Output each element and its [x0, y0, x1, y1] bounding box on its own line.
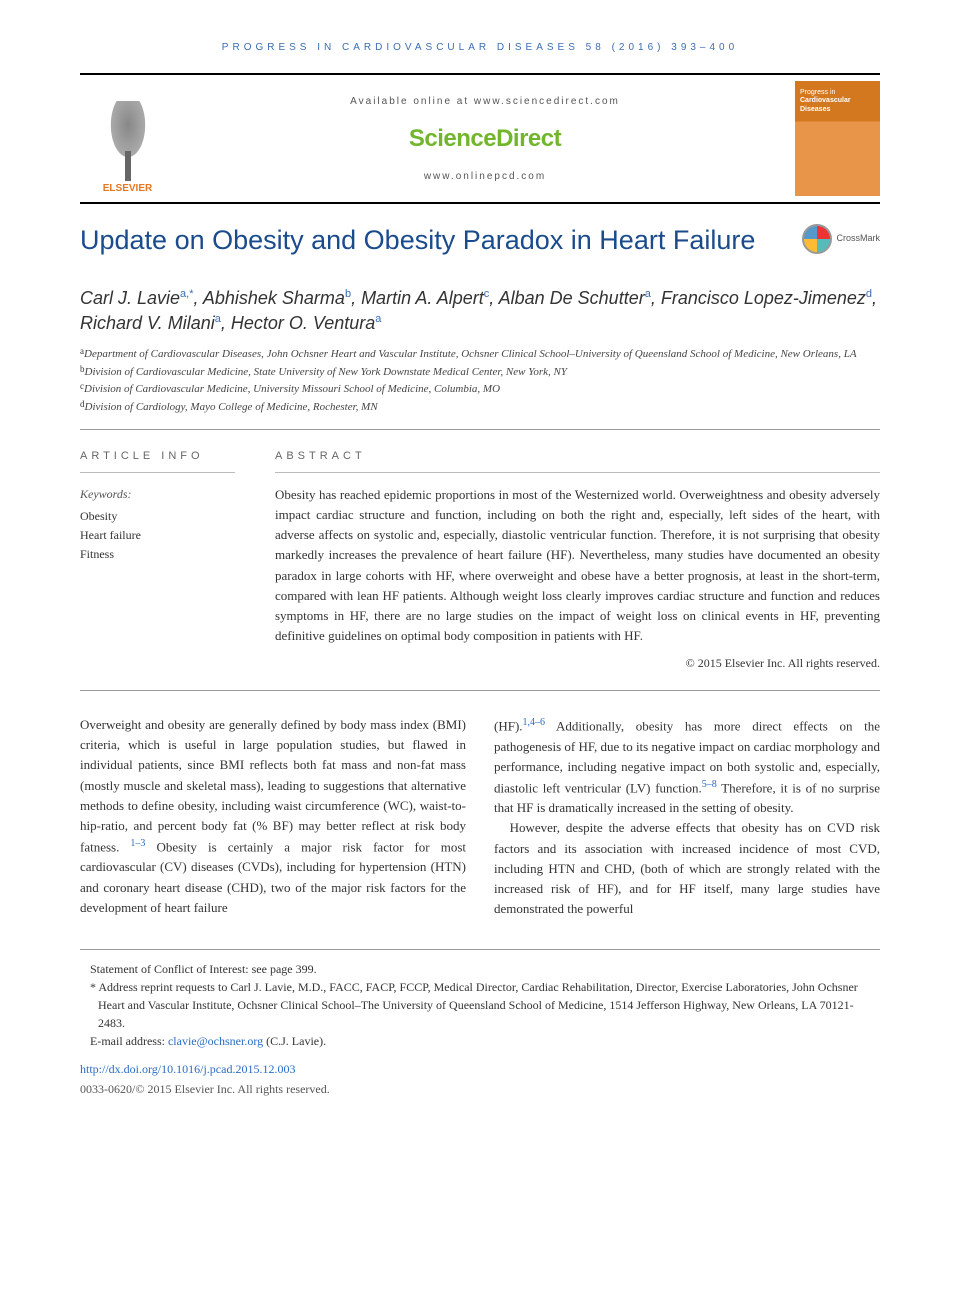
- citation-ref-1-4-6[interactable]: 1,4–6: [523, 717, 546, 728]
- keyword-item: Heart failure: [80, 526, 235, 545]
- body-para-3: However, despite the adverse effects tha…: [494, 818, 880, 919]
- keyword-item: Obesity: [80, 507, 235, 526]
- issn-copyright-line: 0033-0620/© 2015 Elsevier Inc. All right…: [80, 1080, 880, 1098]
- citation-ref-1-3[interactable]: 1–3: [130, 838, 145, 849]
- doi-line: http://dx.doi.org/10.1016/j.pcad.2015.12…: [80, 1060, 880, 1078]
- affiliation-item: aDepartment of Cardiovascular Diseases, …: [80, 346, 880, 364]
- affiliation-item: cDivision of Cardiovascular Medicine, Un…: [80, 381, 880, 399]
- affiliation-item: bDivision of Cardiovascular Medicine, St…: [80, 364, 880, 382]
- banner-center: Available online at www.sciencedirect.co…: [185, 81, 785, 196]
- cover-line-1: Progress in: [800, 89, 875, 97]
- journal-site-url: www.onlinepcd.com: [424, 169, 546, 184]
- doi-link[interactable]: http://dx.doi.org/10.1016/j.pcad.2015.12…: [80, 1062, 295, 1076]
- available-online-text: Available online at www.sciencedirect.co…: [350, 94, 620, 109]
- sciencedirect-logo[interactable]: ScienceDirect: [409, 121, 561, 157]
- abstract-text: Obesity has reached epidemic proportions…: [275, 485, 880, 646]
- elsevier-logo-text: ELSEVIER: [103, 181, 152, 196]
- citation-ref-5-8[interactable]: 5–8: [702, 779, 717, 790]
- body-column-right: (HF).1,4–6 Additionally, obesity has mor…: [494, 715, 880, 919]
- cover-line-3: Diseases: [800, 106, 875, 114]
- keywords-label: Keywords:: [80, 485, 235, 503]
- body-column-left: Overweight and obesity are generally def…: [80, 715, 466, 919]
- info-abstract-section: ARTICLE INFO Keywords: ObesityHeart fail…: [80, 448, 880, 692]
- body-para-1: Overweight and obesity are generally def…: [80, 715, 466, 918]
- keyword-item: Fitness: [80, 545, 235, 564]
- abstract-heading: ABSTRACT: [275, 448, 880, 474]
- abstract-copyright: © 2015 Elsevier Inc. All rights reserved…: [275, 654, 880, 672]
- affiliations-list: aDepartment of Cardiovascular Diseases, …: [80, 346, 880, 416]
- abstract-column: ABSTRACT Obesity has reached epidemic pr…: [275, 448, 880, 673]
- body-para-2: (HF).1,4–6 Additionally, obesity has mor…: [494, 715, 880, 818]
- publisher-banner: ELSEVIER Available online at www.science…: [80, 73, 880, 204]
- journal-citation-header: PROGRESS IN CARDIOVASCULAR DISEASES 58 (…: [80, 40, 880, 55]
- article-info-heading: ARTICLE INFO: [80, 448, 235, 474]
- crossmark-label: CrossMark: [836, 232, 880, 246]
- body-text-columns: Overweight and obesity are generally def…: [80, 715, 880, 919]
- elsevier-logo: ELSEVIER: [80, 81, 175, 196]
- article-info-column: ARTICLE INFO Keywords: ObesityHeart fail…: [80, 448, 235, 673]
- email-line: E-mail address: clavie@ochsner.org (C.J.…: [80, 1032, 880, 1050]
- author-list: Carl J. Laviea,*, Abhishek Sharmab, Mart…: [80, 286, 880, 336]
- footnotes-section: Statement of Conflict of Interest: see p…: [80, 949, 880, 1098]
- affiliation-item: dDivision of Cardiology, Mayo College of…: [80, 399, 880, 417]
- title-row: Update on Obesity and Obesity Paradox in…: [80, 224, 880, 258]
- crossmark-badge[interactable]: CrossMark: [802, 224, 880, 254]
- cover-line-2: Cardiovascular: [800, 97, 875, 105]
- authors-block: Carl J. Laviea,*, Abhishek Sharmab, Mart…: [80, 286, 880, 430]
- keywords-list: ObesityHeart failureFitness: [80, 507, 235, 565]
- author-email-link[interactable]: clavie@ochsner.org: [168, 1034, 263, 1048]
- conflict-statement: Statement of Conflict of Interest: see p…: [80, 960, 880, 978]
- journal-cover-thumbnail: Progress in Cardiovascular Diseases: [795, 81, 880, 196]
- article-title: Update on Obesity and Obesity Paradox in…: [80, 224, 802, 258]
- elsevier-tree-icon: [98, 101, 158, 181]
- crossmark-icon: [802, 224, 832, 254]
- correspondence-note: * Address reprint requests to Carl J. La…: [80, 978, 880, 1032]
